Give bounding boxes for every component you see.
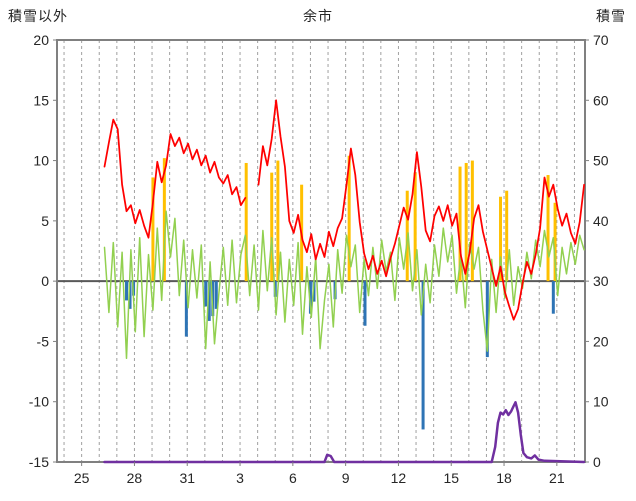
svg-text:30: 30: [593, 273, 609, 289]
svg-text:18: 18: [496, 470, 512, 486]
svg-text:70: 70: [593, 32, 609, 48]
svg-text:12: 12: [391, 470, 407, 486]
svg-text:6: 6: [289, 470, 297, 486]
svg-text:31: 31: [179, 470, 195, 486]
svg-text:21: 21: [549, 470, 565, 486]
svg-text:0: 0: [593, 454, 601, 470]
svg-text:9: 9: [342, 470, 350, 486]
svg-text:-5: -5: [37, 333, 50, 349]
svg-text:15: 15: [33, 92, 49, 108]
svg-text:25: 25: [74, 470, 90, 486]
svg-text:3: 3: [236, 470, 244, 486]
right-axis-title: 積雪: [596, 8, 626, 24]
svg-text:15: 15: [443, 470, 459, 486]
svg-text:-15: -15: [29, 454, 49, 470]
svg-text:28: 28: [127, 470, 143, 486]
svg-text:50: 50: [593, 153, 609, 169]
svg-text:-10: -10: [29, 394, 49, 410]
svg-text:60: 60: [593, 92, 609, 108]
left-axis-title: 積雪以外: [8, 8, 68, 24]
svg-text:40: 40: [593, 213, 609, 229]
svg-text:0: 0: [41, 273, 49, 289]
chart-title: 余市: [303, 8, 333, 24]
svg-text:10: 10: [593, 394, 609, 410]
svg-text:10: 10: [33, 153, 49, 169]
svg-text:20: 20: [593, 333, 609, 349]
svg-text:20: 20: [33, 32, 49, 48]
svg-text:5: 5: [41, 213, 49, 229]
